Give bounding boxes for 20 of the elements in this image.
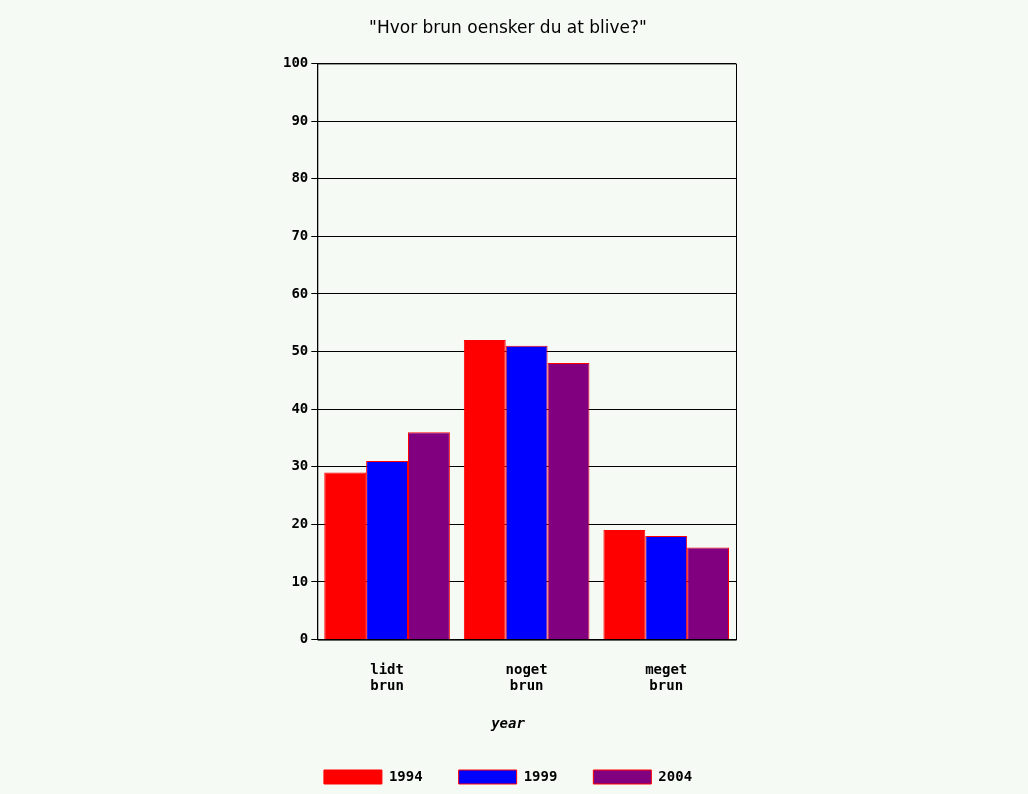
y-tick-label: 40 xyxy=(291,399,309,416)
legend-label: 1999 xyxy=(523,767,558,784)
x-tick-label: meget brun xyxy=(645,660,688,694)
x-tick-label: lidt brun xyxy=(370,660,404,694)
y-tick-label: 20 xyxy=(291,515,309,531)
y-tick-label: 50 xyxy=(291,342,309,359)
x-tick-label: noget brun xyxy=(505,660,548,694)
legend-label: 2004 xyxy=(658,767,693,784)
legend-label: 1994 xyxy=(388,767,423,784)
chart-title: "Hvor brun oensker du at blive?" xyxy=(369,16,647,37)
y-tick-label: 80 xyxy=(291,169,309,186)
legend-title: year xyxy=(490,714,526,731)
y-tick-label: 70 xyxy=(291,226,309,243)
y-tick-label: 30 xyxy=(291,457,309,474)
bar xyxy=(324,472,367,640)
y-tick-label: 60 xyxy=(291,284,309,301)
y-tick-label: 0 xyxy=(299,630,309,647)
y-tick-label: 100 xyxy=(282,54,309,71)
y-tick-label: 90 xyxy=(291,111,309,128)
y-tick-label: 10 xyxy=(291,572,309,589)
